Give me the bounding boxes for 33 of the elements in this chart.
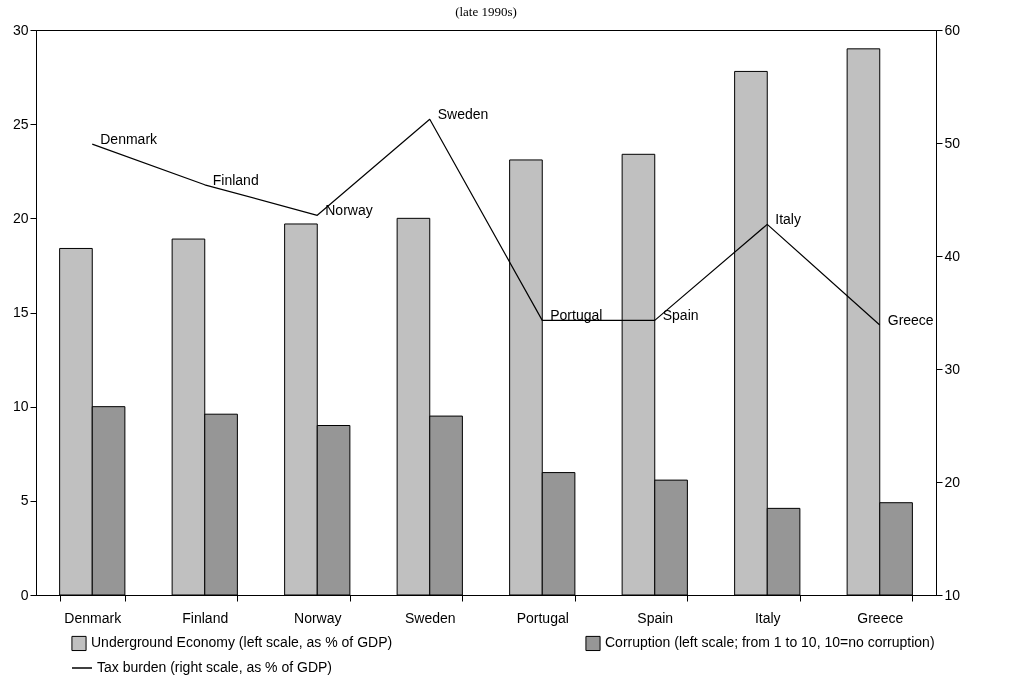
x-tick-label: Norway (294, 609, 342, 626)
data-label: Spain (662, 307, 699, 324)
x-tick-label: Finland (182, 609, 229, 626)
legend-label: Corruption (left scale; from 1 to 10, 10=no corruption) (605, 634, 935, 651)
y-tick-label: 10 (12, 398, 29, 415)
y2-tick-label: 40 (944, 247, 961, 264)
data-label: Italy (775, 211, 801, 228)
data-label: Sweden (437, 106, 489, 123)
y-tick-label: 30 (12, 21, 29, 38)
y-tick-label: 15 (12, 304, 29, 320)
data-label: Finland (212, 171, 259, 188)
data-label: Portugal (550, 307, 603, 324)
x-tick-label: Denmark (64, 609, 123, 626)
y2-tick-label: 20 (944, 473, 961, 490)
data-label: Greece (887, 311, 934, 328)
legend-label: Tax burden (right scale, as % of GDP) (97, 659, 332, 675)
y2-tick-label: 30 (944, 360, 961, 377)
y-tick-label: 25 (12, 115, 29, 132)
y-tick-label: 0 (20, 586, 29, 603)
y2-tick-label: 60 (944, 21, 961, 38)
x-tick-label: Sweden (404, 609, 456, 626)
chart-title: (late 1990s) (455, 4, 517, 19)
x-tick-label: Greece (857, 609, 904, 626)
x-tick-label: Spain (637, 609, 674, 626)
y-tick-label: 5 (20, 492, 29, 509)
y2-tick-label: 50 (944, 134, 961, 151)
legend-label: Underground Economy (left scale, as % of GDP) (91, 634, 393, 651)
data-label: Denmark (100, 131, 159, 148)
y-tick-label: 20 (12, 209, 29, 226)
y2-tick-label: 10 (944, 586, 961, 603)
x-tick-label: Portugal (516, 609, 569, 626)
x-tick-label: Italy (754, 609, 781, 626)
data-label: Norway (325, 202, 373, 219)
